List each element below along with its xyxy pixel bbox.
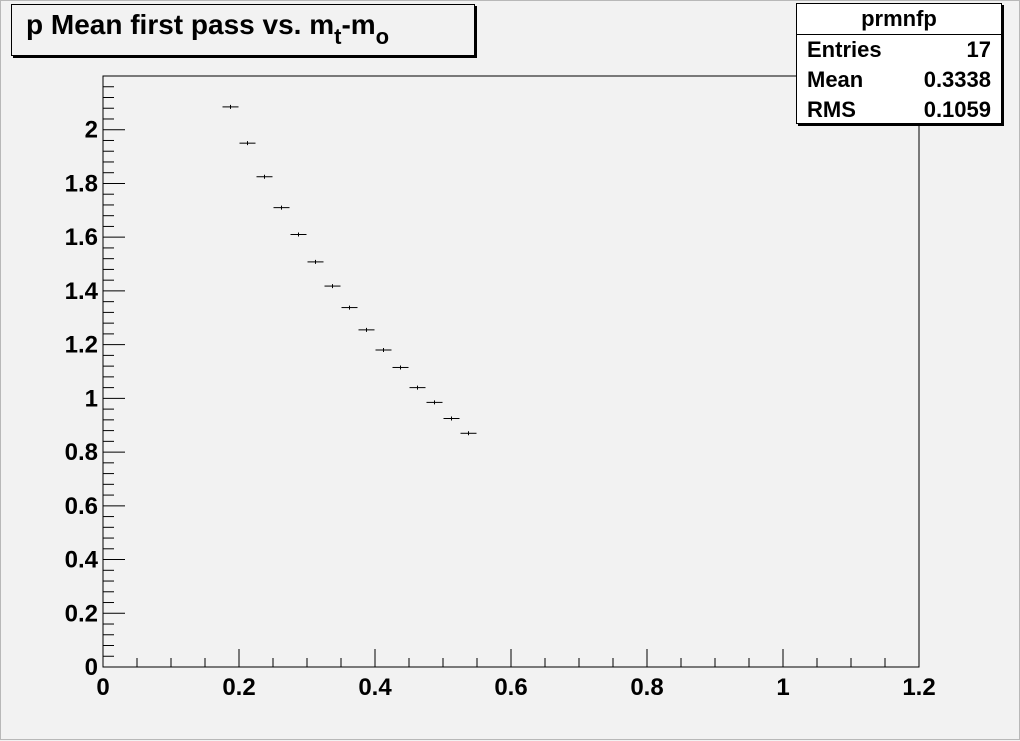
plot-frame: [102, 75, 920, 668]
x-tick-label: 0.8: [630, 674, 663, 701]
title-prefix: p Mean first pass vs. m: [26, 9, 335, 40]
y-tick-label: 0: [85, 654, 98, 681]
stats-histogram-name: prmnfp: [797, 4, 1001, 35]
x-tick-label: 0: [96, 674, 109, 701]
stats-label: RMS: [807, 97, 856, 122]
stats-value: 0.3338: [923, 67, 991, 92]
stats-label: Mean: [807, 67, 864, 92]
x-tick-label: 1.2: [902, 674, 935, 701]
y-tick-label: 1.2: [65, 332, 98, 359]
y-tick-label: 1.4: [65, 278, 99, 305]
y-tick-label: 0.2: [65, 600, 98, 627]
y-tick-label: 0.4: [65, 547, 99, 574]
y-tick-label: 1.6: [65, 224, 98, 251]
title-subscript-t: t: [334, 24, 342, 49]
stats-row-rms: RMS 0.1059: [797, 95, 1001, 125]
y-tick-label: 2: [85, 117, 98, 144]
y-tick-label: 0.8: [65, 439, 98, 466]
stats-label: Entries: [807, 37, 882, 62]
stats-row-entries: Entries 17: [797, 35, 1001, 65]
y-tick-label: 1.8: [65, 170, 98, 197]
x-tick-label: 0.2: [222, 674, 255, 701]
x-tick-label: 0.4: [358, 674, 392, 701]
y-tick-label: 1: [85, 385, 98, 412]
title-middle: -m: [341, 9, 376, 40]
stats-box: prmnfp Entries 17 Mean 0.3338 RMS 0.1059: [796, 3, 1002, 124]
x-tick-label: 0.6: [494, 674, 527, 701]
y-tick-label: 0.6: [65, 493, 98, 520]
stats-row-mean: Mean 0.3338: [797, 65, 1001, 95]
title-subscript-o: o: [375, 24, 390, 49]
chart-title: p Mean first pass vs. mt-mo: [11, 4, 475, 56]
stats-value: 17: [966, 37, 991, 62]
stats-value: 0.1059: [923, 97, 991, 122]
x-tick-label: 1: [776, 674, 789, 701]
